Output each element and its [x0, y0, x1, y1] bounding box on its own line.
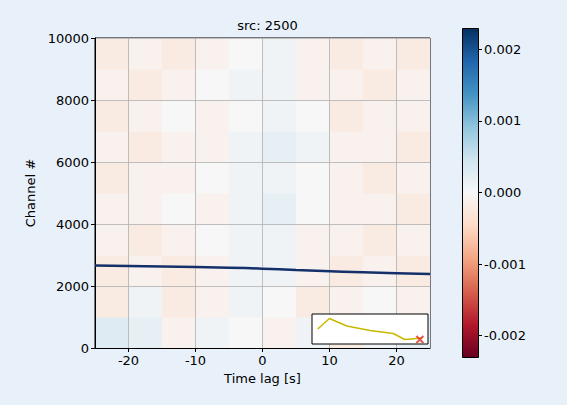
svg-text:10000: 10000 — [48, 31, 89, 46]
svg-text:Time lag [s]: Time lag [s] — [223, 371, 301, 386]
svg-text:0.002: 0.002 — [484, 42, 521, 57]
svg-text:10: 10 — [321, 353, 338, 368]
svg-text:-10: -10 — [185, 353, 206, 368]
svg-text:0: 0 — [81, 341, 89, 356]
svg-text:0: 0 — [258, 353, 266, 368]
svg-text:8000: 8000 — [56, 93, 89, 108]
svg-text:0.000: 0.000 — [484, 185, 521, 200]
svg-text:-0.002: -0.002 — [484, 328, 526, 343]
svg-text:0.001: 0.001 — [484, 113, 521, 128]
svg-text:Channel #: Channel # — [23, 159, 38, 227]
svg-text:2000: 2000 — [56, 279, 89, 294]
svg-text:6000: 6000 — [56, 155, 89, 170]
svg-text:-0.001: -0.001 — [484, 257, 526, 272]
svg-text:20: 20 — [388, 353, 405, 368]
svg-text:4000: 4000 — [56, 217, 89, 232]
svg-text:src: 2500: src: 2500 — [237, 18, 298, 33]
svg-text:-20: -20 — [118, 353, 139, 368]
